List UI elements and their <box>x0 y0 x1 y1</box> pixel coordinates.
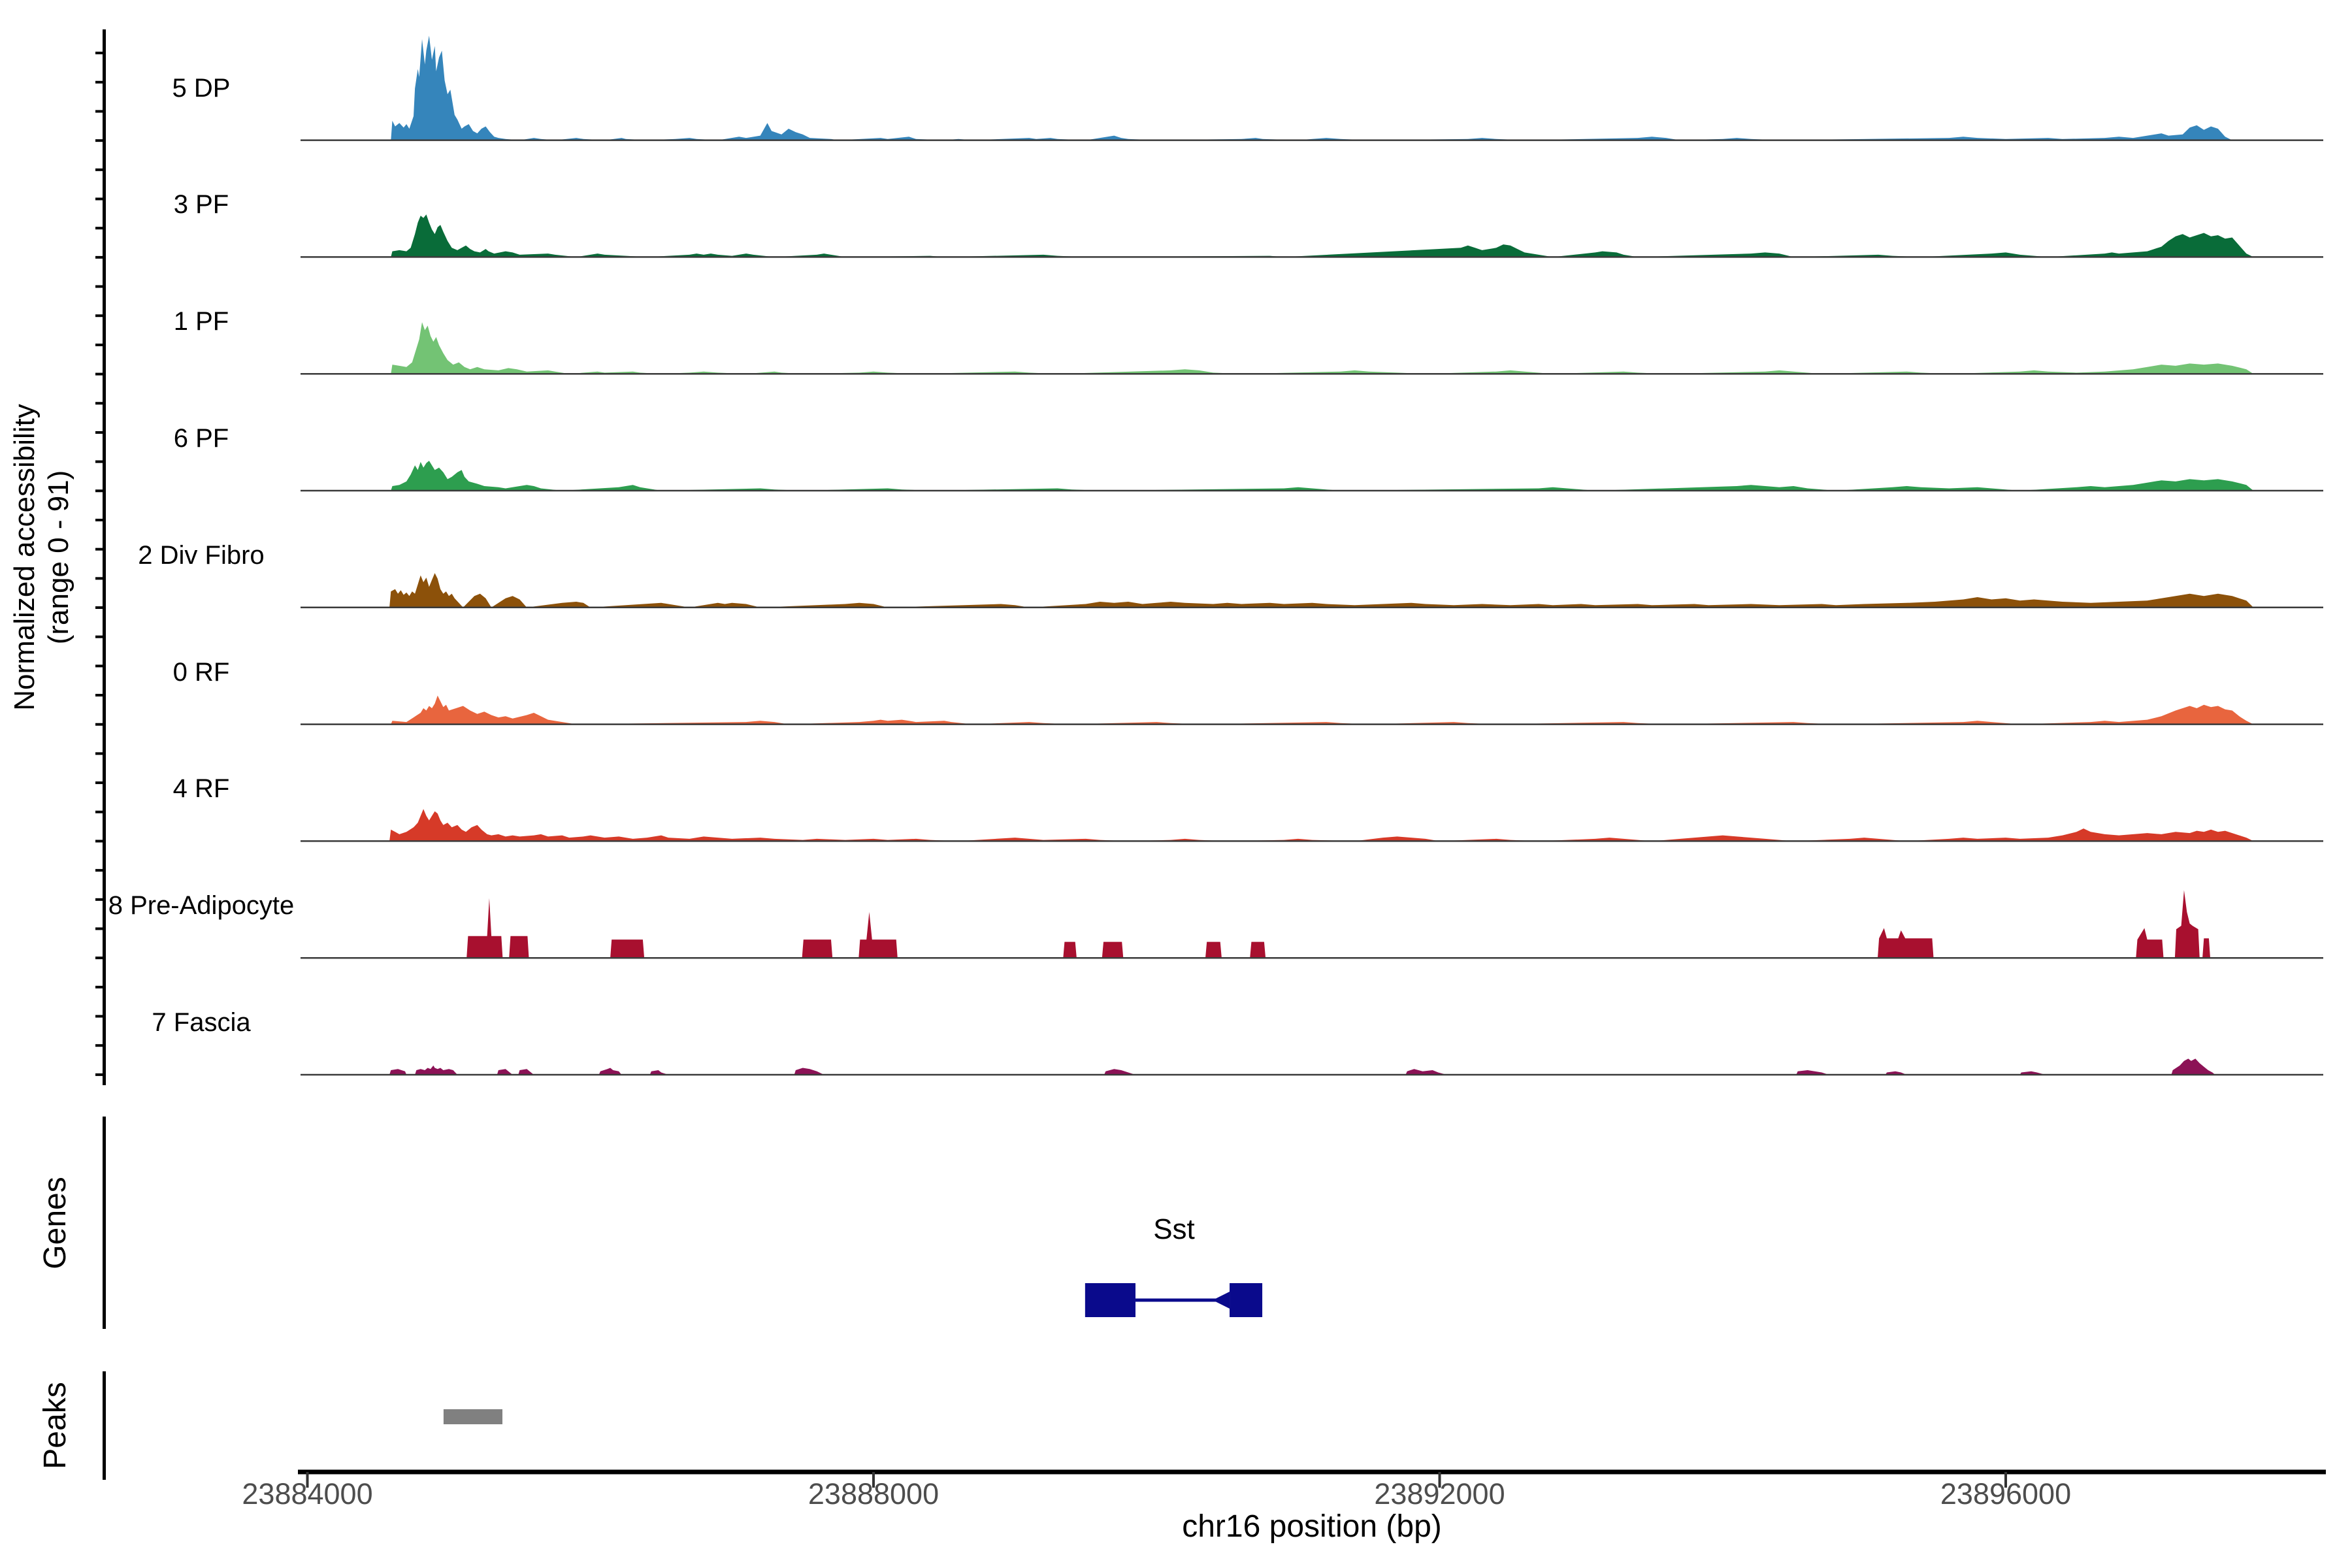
axes-layer <box>95 29 2326 1488</box>
track-label-5-dp: 5 DP <box>172 74 231 103</box>
peaks-section-label: Peaks <box>38 1382 73 1469</box>
track-label-0-rf: 0 RF <box>173 658 230 687</box>
coverage-area-8-pre-adipocyte <box>466 890 2211 958</box>
coverage-area-7-fascia <box>389 1058 2215 1075</box>
gene-exon-rect <box>1085 1283 1135 1317</box>
track-label-2-div-fibro: 2 Div Fibro <box>138 541 264 570</box>
coverage-area-2-div-fibro <box>389 573 2254 608</box>
coverage-area-6-pf <box>391 461 2254 491</box>
coverage-area-3-pf <box>391 214 2254 257</box>
x-tick-label-23888000: 23888000 <box>808 1477 939 1511</box>
x-tick-label-23896000: 23896000 <box>1940 1477 2071 1511</box>
track-label-6-pf: 6 PF <box>174 424 229 453</box>
x-axis-title: chr16 position (bp) <box>1182 1509 1442 1544</box>
track-label-7-fascia: 7 Fascia <box>152 1008 251 1037</box>
peak-region-rect <box>443 1409 503 1424</box>
genes-section-label: Genes <box>38 1177 73 1269</box>
coverage-area-5-dp <box>391 35 2232 140</box>
coverage-area-1-pf <box>391 322 2254 374</box>
coverage-area-4-rf <box>389 809 2254 841</box>
y-axis-label-line1: Normalized accessibility <box>8 404 41 710</box>
peaks-layer <box>443 1409 503 1424</box>
gene-strand-arrow-icon <box>1213 1292 1230 1309</box>
y-axis-label-line2: (range 0 - 91) <box>42 470 74 645</box>
track-label-4-rf: 4 RF <box>173 774 230 803</box>
signal-tracks-layer <box>301 35 2323 1076</box>
gene-model-layer <box>1085 1283 1263 1317</box>
x-tick-label-23884000: 23884000 <box>242 1477 372 1511</box>
track-label-3-pf: 3 PF <box>174 190 229 219</box>
gene-name-label: Sst <box>1153 1213 1195 1245</box>
track-label-8-pre-adipocyte: 8 Pre-Adipocyte <box>108 891 295 920</box>
track-label-1-pf: 1 PF <box>174 307 229 336</box>
x-tick-label-23892000: 23892000 <box>1374 1477 1505 1511</box>
coverage-area-0-rf <box>391 695 2254 725</box>
gene-exon-rect <box>1230 1283 1263 1317</box>
